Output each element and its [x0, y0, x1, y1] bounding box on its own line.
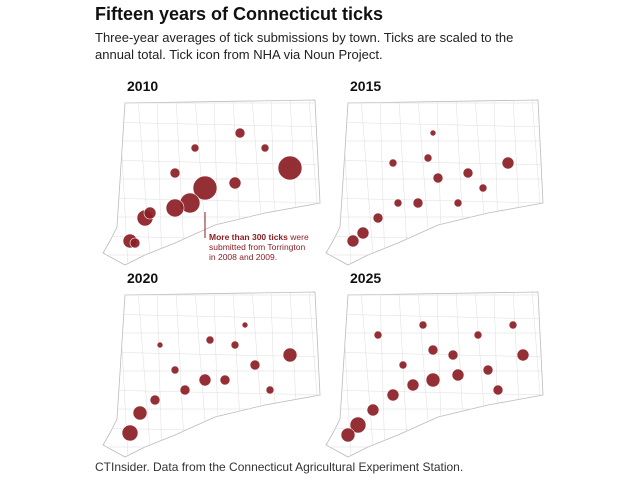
subtitle: annual total. Tick icon from NHA via Nou…: [95, 47, 383, 62]
tick-icon: [346, 234, 360, 248]
tick-icon: [516, 348, 530, 362]
state-map: [102, 291, 321, 458]
tick-icon: [356, 226, 370, 240]
town-border: [326, 121, 543, 128]
tick-icon: [412, 197, 424, 209]
footer: CTInsider. Data from the Connecticut Agr…: [95, 460, 463, 474]
town-border: [103, 389, 320, 396]
tick-icon: [501, 156, 515, 170]
maps: [102, 99, 544, 458]
town-border: [379, 100, 386, 265]
tick-icon: [473, 330, 483, 340]
annotation-text: submitted from Torrington: [209, 242, 305, 252]
tick-icon: [418, 320, 428, 330]
town-border: [137, 100, 152, 265]
town-border: [326, 197, 543, 204]
tick-icon: [462, 167, 474, 179]
tick-icon: [169, 167, 181, 179]
tick-icon: [249, 359, 261, 371]
tick-icon: [429, 129, 437, 137]
tick-icon: [132, 405, 148, 421]
tick-icon: [451, 368, 465, 382]
tick-icon: [406, 378, 420, 392]
tick-icon: [425, 372, 441, 388]
tick-icon: [373, 330, 383, 340]
tick-icon: [482, 364, 494, 376]
tick-icon: [478, 183, 488, 193]
tick-icon: [179, 384, 191, 396]
panel-year: 2020: [127, 270, 158, 286]
town-border: [156, 100, 163, 265]
town-border: [326, 292, 329, 457]
town-border: [103, 121, 320, 128]
tick-icon: [192, 175, 218, 201]
town-border: [326, 389, 543, 396]
state-map: [325, 291, 544, 458]
tick-icon: [398, 360, 408, 370]
tick-icon: [349, 416, 367, 434]
tick-icon: [366, 403, 380, 417]
annotation-text: were: [289, 232, 309, 242]
panel-year: 2010: [127, 78, 158, 94]
state-map: [325, 99, 544, 266]
town-border: [326, 100, 329, 265]
town-border: [326, 313, 543, 320]
tick-icon: [156, 341, 164, 349]
town-border: [103, 197, 320, 204]
annotation-text: in 2008 and 2009.: [209, 252, 277, 262]
tick-icon: [393, 198, 403, 208]
panel-year: 2025: [350, 270, 381, 286]
town-border: [137, 292, 152, 457]
town-border: [360, 100, 375, 265]
tick-icon: [340, 427, 356, 443]
tick-icon: [388, 158, 398, 168]
tick-icon: [447, 349, 459, 361]
town-border: [103, 313, 320, 320]
town-border: [156, 292, 163, 457]
annotation-bold: More than 300 ticks: [209, 232, 288, 242]
town-border: [103, 292, 106, 457]
tick-icon: [260, 143, 270, 153]
tick-icon: [149, 394, 161, 406]
town-border: [379, 292, 386, 457]
tick-icon: [277, 155, 303, 181]
tick-icon: [427, 344, 439, 356]
annotation: More than 300 ticks were: [209, 232, 309, 242]
tick-icon: [265, 385, 275, 395]
tick-icon: [230, 340, 240, 350]
title: Fifteen years of Connecticut ticks: [95, 4, 383, 24]
tick-icon: [219, 374, 231, 386]
tick-icon: [190, 143, 200, 153]
tick-icon: [234, 127, 246, 139]
tick-icon: [170, 365, 180, 375]
tick-icon: [205, 335, 215, 345]
tick-icon: [165, 198, 185, 218]
tick-icon: [143, 206, 157, 220]
tick-icon: [508, 320, 518, 330]
subtitle: Three-year averages of tick submissions …: [95, 30, 513, 45]
tick-icon: [282, 347, 298, 363]
tick-icon: [129, 237, 141, 249]
tick-icon: [241, 321, 249, 329]
panel-year: 2015: [350, 78, 381, 94]
tick-icon: [198, 373, 212, 387]
tick-icon: [386, 388, 400, 402]
tick-icon: [492, 384, 504, 396]
town-border: [103, 100, 106, 265]
tick-icon: [372, 212, 384, 224]
tick-icon: [453, 198, 463, 208]
tick-icon: [423, 153, 433, 163]
tick-icon: [228, 176, 242, 190]
tick-icon: [432, 172, 444, 184]
town-border: [360, 292, 375, 457]
tick-icon: [121, 424, 139, 442]
